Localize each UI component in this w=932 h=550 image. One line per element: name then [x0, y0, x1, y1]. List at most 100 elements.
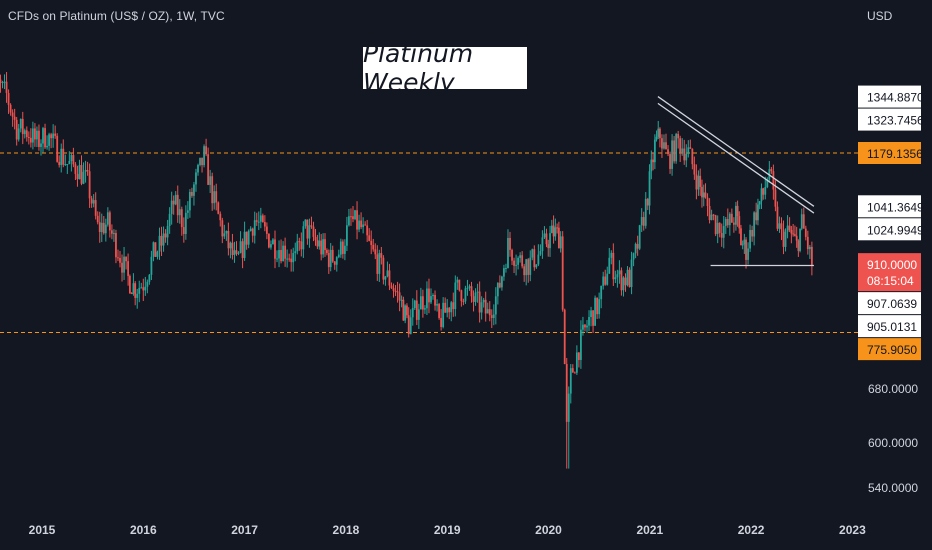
price-label-box-1323.7456 — [858, 108, 921, 131]
candle-body — [415, 300, 418, 320]
candle-body — [770, 169, 773, 172]
candle-body — [661, 138, 663, 149]
candle-body — [156, 251, 159, 257]
candle-body — [125, 256, 127, 262]
candle-body — [396, 291, 399, 293]
candle-body — [21, 118, 24, 135]
candle-body — [142, 287, 145, 291]
candle-body — [571, 368, 574, 373]
candle-body — [776, 206, 779, 229]
candle-body — [642, 217, 645, 226]
candle-body — [490, 315, 493, 318]
candle-body — [584, 324, 586, 328]
candle-body — [211, 176, 214, 204]
candle-body — [755, 212, 758, 221]
candle-body — [121, 262, 123, 273]
candle-body — [792, 233, 795, 235]
candle-body — [616, 274, 619, 278]
candle-body — [42, 128, 44, 144]
candle-body — [442, 302, 445, 327]
candle-body — [197, 164, 199, 173]
candle-body — [476, 291, 479, 293]
price-axis-layer: 680.0000 600.0000 540.0000 1344.8870 1323.74… — [858, 85, 924, 495]
price-label-box-1344.8870 — [858, 85, 921, 108]
candle-body — [394, 290, 397, 292]
candle-body — [265, 226, 268, 234]
candle-body — [46, 145, 48, 148]
candle-body — [706, 197, 709, 207]
candle-body — [525, 259, 528, 276]
candle-body — [152, 242, 155, 257]
time-axis-tick-2023: 2023 — [839, 523, 866, 537]
candle-body — [335, 257, 338, 265]
candle-body — [48, 134, 50, 146]
candle-body — [19, 118, 22, 129]
candle-body — [366, 225, 369, 236]
candle-body — [632, 253, 635, 260]
time-axis-tick-2022: 2022 — [738, 523, 765, 537]
candle-body — [432, 294, 434, 297]
candle-body — [27, 137, 30, 139]
candle-body — [552, 225, 555, 237]
candle-body — [478, 291, 481, 313]
candle-body — [17, 128, 20, 140]
candle-body — [292, 253, 295, 263]
candle-body — [337, 254, 340, 258]
trendlines-layer — [657, 96, 815, 267]
candle-body — [134, 283, 137, 298]
candle-body — [38, 130, 40, 147]
price-label-box-1024.9949 — [858, 218, 921, 241]
candle-body — [174, 194, 177, 205]
time-axis-tick-2020: 2020 — [535, 523, 562, 537]
candle-body — [72, 155, 75, 165]
candle-body — [501, 276, 503, 288]
price-label-1344.8870: 1344.8870 — [867, 91, 924, 105]
candle-body — [180, 209, 183, 228]
time-axis-tick-2015: 2015 — [29, 523, 56, 537]
candle-body — [331, 249, 334, 262]
candle-body — [56, 135, 59, 162]
candle-body — [452, 302, 455, 310]
candle-body — [128, 275, 131, 294]
candle-body — [618, 270, 621, 275]
price-label-box-907.0639 — [858, 292, 921, 315]
candle-body — [263, 222, 266, 227]
candle-body — [343, 245, 346, 254]
candle-body — [223, 233, 226, 237]
chart-annotation-box[interactable]: Platinum Weekly — [363, 39, 527, 97]
candle-body — [480, 302, 483, 313]
candle-body — [251, 228, 254, 236]
candle-body — [80, 165, 83, 184]
candle-body — [800, 214, 803, 229]
price-label-1179.1356: 1179.1356 — [867, 147, 923, 161]
candle-body — [350, 216, 352, 218]
candle-body — [233, 250, 236, 255]
candle-body — [636, 243, 639, 249]
candle-body — [456, 279, 459, 283]
candle-body — [650, 159, 653, 172]
candle-body — [659, 128, 661, 139]
candle-body — [339, 241, 342, 255]
candle-body — [298, 241, 301, 243]
candle-body — [808, 246, 811, 250]
candle-body — [622, 277, 625, 291]
candle-body — [217, 202, 220, 214]
candle-body — [531, 249, 534, 258]
candle-body — [352, 216, 354, 220]
candle-body — [176, 194, 179, 216]
candle-body — [468, 286, 471, 288]
candle-body — [421, 296, 424, 310]
candle-body — [594, 297, 596, 326]
candle-body — [561, 236, 564, 310]
candle-body — [364, 224, 367, 226]
price-label-box-905.0131 — [858, 315, 921, 338]
candle-body — [54, 133, 57, 136]
candle-body — [66, 164, 69, 166]
candle-body — [638, 225, 641, 249]
candle-body — [7, 92, 10, 105]
candle-body — [186, 210, 189, 213]
candle-body — [492, 314, 495, 318]
candle-body — [207, 154, 210, 185]
